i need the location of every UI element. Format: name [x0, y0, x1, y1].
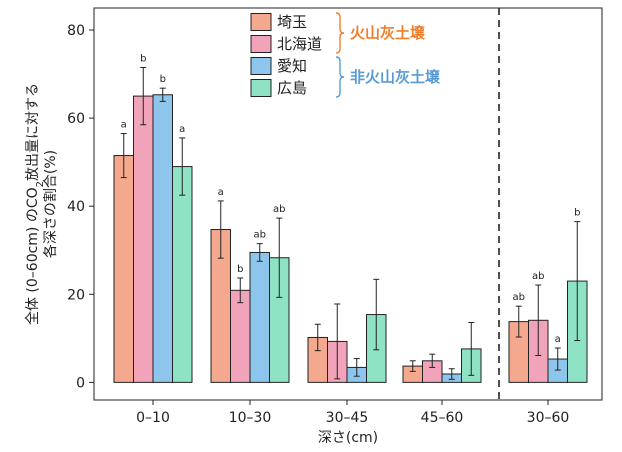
y-tick-label: 0: [76, 375, 85, 391]
significance-letter: a: [218, 187, 224, 198]
bar: [152, 94, 173, 383]
x-axis-title: 深さ(cm): [318, 430, 378, 446]
significance-letter: b: [237, 264, 243, 275]
bar: [133, 95, 154, 383]
x-tick-label: 10–30: [229, 410, 272, 426]
bar: [113, 155, 134, 383]
x-tick-label: 45–60: [421, 410, 464, 426]
significance-letter: b: [160, 74, 166, 85]
bar: [172, 166, 193, 383]
x-tick-label: 30–60: [527, 410, 570, 426]
significance-letter: ab: [532, 271, 544, 282]
y-tick-label: 40: [67, 199, 85, 215]
y-tick-label: 80: [67, 23, 85, 39]
legend-label: 愛知: [277, 57, 307, 75]
legend-swatch: [250, 35, 272, 53]
significance-letter: b: [574, 208, 580, 219]
legend-swatch: [250, 13, 272, 31]
legend-group-volcanic: 火山灰土壌: [350, 24, 426, 42]
y-tick-label: 20: [67, 287, 85, 303]
legend-brace-volcanic: [335, 12, 345, 54]
y-axis-title-line1: 全体 (0–60cm) のCO2放出量に対する: [24, 83, 46, 325]
legend-label: 埼玉: [277, 13, 307, 31]
significance-letter: ab: [513, 292, 525, 303]
plot-frame: [93, 7, 603, 401]
bar: [230, 289, 251, 383]
significance-letter: a: [179, 124, 185, 135]
legend-swatch: [250, 79, 272, 97]
y-axis-title-line2: 各深さの割合(%): [42, 150, 59, 258]
legend-swatch: [250, 57, 272, 75]
x-tick-label: 0–10: [136, 410, 170, 426]
legend-label: 広島: [277, 79, 307, 97]
legend-brace-non-volcanic: [335, 56, 345, 98]
significance-letter: ab: [254, 230, 266, 241]
significance-letter: ab: [273, 204, 285, 215]
legend-label: 北海道: [277, 35, 322, 53]
x-tick-label: 30–45: [326, 410, 369, 426]
bar: [249, 251, 270, 383]
y-axis-title: 全体 (0–60cm) のCO2放出量に対する各深さの割合(%): [24, 83, 59, 325]
significance-letter: b: [140, 53, 146, 64]
legend-group-non-volcanic: 非火山灰土壌: [350, 68, 441, 86]
significance-letter: a: [121, 120, 127, 131]
y-tick-label: 60: [67, 111, 85, 127]
significance-letter: a: [555, 334, 561, 345]
